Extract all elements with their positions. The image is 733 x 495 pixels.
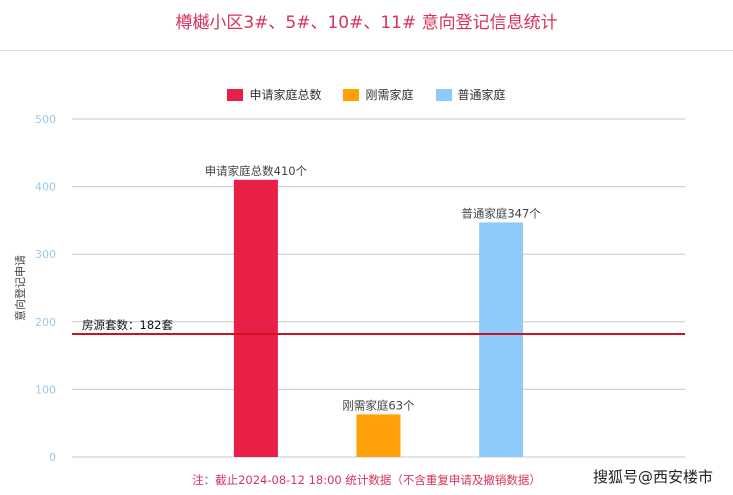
y-axis-label: 意向登记申请 bbox=[14, 255, 27, 321]
legend-swatch bbox=[227, 88, 244, 101]
legend-swatch bbox=[343, 88, 360, 101]
legend-label: 普通家庭 bbox=[457, 88, 506, 102]
y-tick-label: 500 bbox=[35, 113, 56, 126]
data-label: 申请家庭总数410个 bbox=[205, 164, 308, 178]
bar bbox=[356, 414, 401, 457]
data-label: 刚需家庭63个 bbox=[342, 398, 415, 412]
y-tick-label: 200 bbox=[35, 316, 56, 329]
chart-title: 樽樾小区3#、5#、10#、11# 意向登记信息统计 bbox=[175, 13, 558, 33]
legend-item-rigid[interactable]: 刚需家庭 bbox=[343, 86, 414, 103]
legend-label: 刚需家庭 bbox=[365, 88, 414, 102]
legend-item-total[interactable]: 申请家庭总数 bbox=[227, 86, 321, 103]
bar bbox=[479, 222, 524, 457]
bar bbox=[233, 179, 278, 457]
legend: 申请家庭总数 刚需家庭 普通家庭 bbox=[0, 86, 733, 103]
divider bbox=[0, 50, 733, 51]
data-label: 普通家庭347个 bbox=[461, 206, 541, 220]
reference-line-label: 房源套数：182套 bbox=[82, 318, 173, 332]
y-tick-label: 400 bbox=[35, 181, 56, 194]
y-tick-label: 100 bbox=[35, 383, 56, 396]
footnote: 注：截止2024-08-12 18:00 统计数据（不含重复申请及撤销数据） bbox=[192, 473, 541, 487]
watermark: 搜狐号@西安楼市 bbox=[593, 468, 714, 486]
legend-swatch bbox=[435, 88, 452, 101]
y-tick-label: 300 bbox=[35, 248, 56, 261]
legend-item-ordinary[interactable]: 普通家庭 bbox=[435, 86, 506, 103]
y-tick-label: 0 bbox=[49, 451, 56, 464]
legend-label: 申请家庭总数 bbox=[249, 88, 322, 102]
